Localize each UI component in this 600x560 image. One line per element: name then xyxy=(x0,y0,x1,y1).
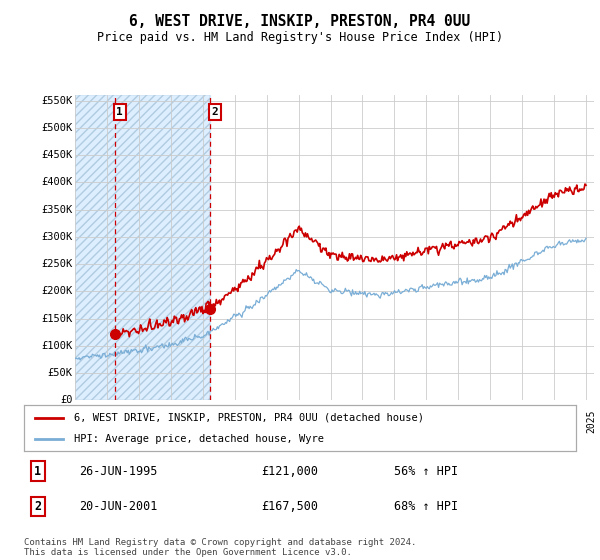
Text: 2003: 2003 xyxy=(235,409,245,433)
Text: £167,500: £167,500 xyxy=(262,500,319,513)
Text: 2011: 2011 xyxy=(362,409,373,433)
Text: £150K: £150K xyxy=(41,314,73,324)
Text: 6, WEST DRIVE, INSKIP, PRESTON, PR4 0UU (detached house): 6, WEST DRIVE, INSKIP, PRESTON, PR4 0UU … xyxy=(74,413,424,423)
Text: 2017: 2017 xyxy=(458,409,468,433)
Text: £0: £0 xyxy=(60,395,73,405)
Text: 2023: 2023 xyxy=(554,409,564,433)
Text: 2015: 2015 xyxy=(427,409,436,433)
Text: 2001: 2001 xyxy=(203,409,213,433)
Text: 1993: 1993 xyxy=(75,409,85,433)
Text: 68% ↑ HPI: 68% ↑ HPI xyxy=(394,500,458,513)
Text: 2005: 2005 xyxy=(266,409,277,433)
Text: £250K: £250K xyxy=(41,259,73,269)
Text: 2019: 2019 xyxy=(490,409,500,433)
Text: 2013: 2013 xyxy=(394,409,404,433)
Text: 1997: 1997 xyxy=(139,409,149,433)
Text: 26-JUN-1995: 26-JUN-1995 xyxy=(79,465,158,478)
Text: £550K: £550K xyxy=(41,96,73,106)
Text: £300K: £300K xyxy=(41,232,73,242)
Text: £500K: £500K xyxy=(41,123,73,133)
Text: 6, WEST DRIVE, INSKIP, PRESTON, PR4 0UU: 6, WEST DRIVE, INSKIP, PRESTON, PR4 0UU xyxy=(130,14,470,29)
Text: 2: 2 xyxy=(34,500,41,513)
Text: 2021: 2021 xyxy=(522,409,532,433)
Text: HPI: Average price, detached house, Wyre: HPI: Average price, detached house, Wyre xyxy=(74,435,323,444)
Text: £100K: £100K xyxy=(41,341,73,351)
Text: £450K: £450K xyxy=(41,150,73,160)
Text: £50K: £50K xyxy=(47,368,73,378)
Text: 56% ↑ HPI: 56% ↑ HPI xyxy=(394,465,458,478)
Text: 1: 1 xyxy=(116,107,123,117)
Text: 1: 1 xyxy=(34,465,41,478)
Text: £400K: £400K xyxy=(41,178,73,188)
Text: Price paid vs. HM Land Registry's House Price Index (HPI): Price paid vs. HM Land Registry's House … xyxy=(97,31,503,44)
Text: 2025: 2025 xyxy=(586,409,596,433)
Text: 2: 2 xyxy=(212,107,218,117)
Bar xyxy=(75,95,210,400)
Text: 2007: 2007 xyxy=(299,409,308,433)
Text: £350K: £350K xyxy=(41,204,73,214)
Text: £121,000: £121,000 xyxy=(262,465,319,478)
Text: Contains HM Land Registry data © Crown copyright and database right 2024.
This d: Contains HM Land Registry data © Crown c… xyxy=(24,538,416,557)
Bar xyxy=(75,95,210,400)
Text: 2009: 2009 xyxy=(331,409,341,433)
Text: 20-JUN-2001: 20-JUN-2001 xyxy=(79,500,158,513)
Text: 1999: 1999 xyxy=(171,409,181,433)
Text: 1995: 1995 xyxy=(107,409,117,433)
Text: £200K: £200K xyxy=(41,286,73,296)
